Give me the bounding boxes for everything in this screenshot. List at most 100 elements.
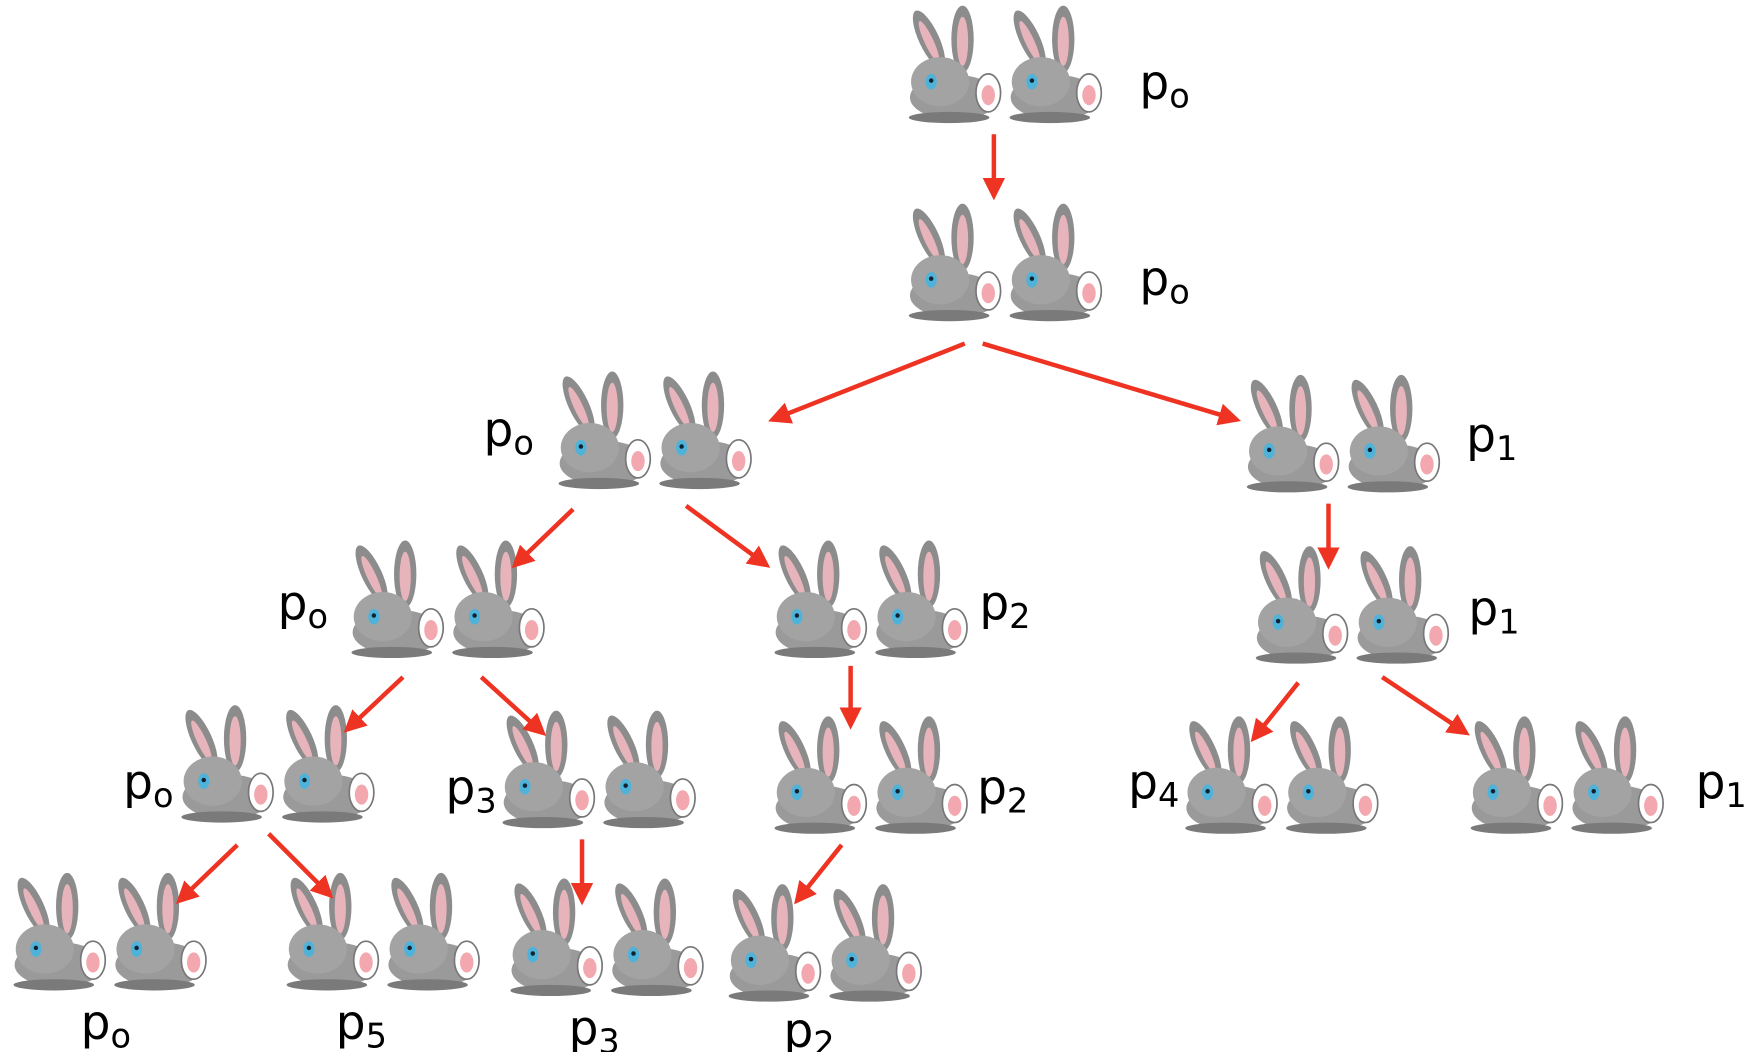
node-label: p2 — [977, 761, 1028, 821]
label-sub: 1 — [1725, 776, 1746, 815]
rabbit — [506, 879, 607, 1000]
label-sub: 1 — [1496, 429, 1517, 468]
label-base: p — [484, 402, 514, 457]
rabbit — [1466, 716, 1567, 837]
label-base: p — [783, 1003, 813, 1052]
rabbit-pair — [506, 879, 707, 1000]
node-label: po — [1139, 55, 1189, 115]
rabbit — [904, 6, 1005, 127]
label-sub: 2 — [813, 1024, 834, 1052]
rabbit — [770, 541, 871, 662]
label-base: p — [1128, 755, 1158, 810]
node-label: p2 — [783, 1003, 834, 1052]
rabbit — [871, 716, 972, 837]
rabbit-pair — [1466, 716, 1667, 837]
label-sub: 4 — [1158, 776, 1179, 815]
label-base: p — [977, 761, 1007, 816]
node-label: p2 — [979, 576, 1030, 636]
node-label: p3 — [445, 761, 496, 821]
node-label: po — [1139, 251, 1189, 311]
label-base: p — [979, 576, 1009, 631]
label-sub: 1 — [1498, 602, 1519, 641]
label-sub: 5 — [366, 1017, 387, 1052]
rabbit — [1343, 375, 1444, 496]
label-sub: o — [1169, 76, 1190, 115]
rabbit — [177, 705, 278, 826]
rabbit — [770, 716, 871, 837]
label-base: p — [278, 576, 308, 631]
rabbit-pair — [347, 541, 548, 662]
label-base: p — [445, 761, 475, 816]
node-label: p1 — [1466, 408, 1517, 468]
rabbit — [904, 204, 1005, 325]
rabbit — [871, 541, 972, 662]
node-label: po — [81, 996, 131, 1052]
rabbit — [9, 873, 110, 994]
node-label: p5 — [336, 996, 387, 1052]
rabbit-pair — [498, 711, 699, 832]
rabbit-pair — [554, 372, 755, 493]
rabbit — [825, 884, 926, 1005]
rabbit — [599, 711, 700, 832]
rabbit — [1005, 204, 1106, 325]
rabbit — [282, 873, 383, 994]
label-base: p — [81, 996, 111, 1051]
arrow — [686, 506, 767, 565]
rabbit — [655, 372, 756, 493]
node-label: po — [123, 755, 173, 815]
rabbit-pair — [904, 204, 1105, 325]
rabbit — [1181, 716, 1282, 837]
rabbit-pair — [724, 884, 925, 1005]
rabbit-pair — [9, 873, 210, 994]
label-sub: o — [307, 597, 328, 636]
rabbit — [1567, 716, 1668, 837]
rabbit — [498, 711, 599, 832]
rabbit-pair — [177, 705, 378, 826]
label-sub: 3 — [475, 782, 496, 821]
label-base: p — [336, 996, 366, 1051]
label-base: p — [1466, 408, 1496, 463]
rabbit — [278, 705, 379, 826]
rabbit — [1251, 546, 1352, 667]
node-label: p1 — [1696, 755, 1746, 815]
node-label: p4 — [1128, 755, 1179, 815]
rabbit-tree: popopop1pop2p1pop3p2p4p1pop5p3p2 — [0, 0, 1746, 1052]
rabbit — [383, 873, 484, 994]
node-label: po — [278, 576, 328, 636]
rabbit-pair — [282, 873, 483, 994]
label-sub: o — [153, 776, 174, 815]
label-base: p — [569, 1001, 599, 1052]
label-sub: o — [110, 1017, 131, 1052]
rabbit-pair — [770, 716, 971, 837]
rabbit-pair — [1181, 716, 1382, 837]
rabbit-pair — [904, 6, 1105, 127]
rabbit — [607, 879, 708, 1000]
arrow — [772, 344, 964, 420]
label-base: p — [1696, 755, 1726, 810]
label-sub: 2 — [1007, 782, 1028, 821]
node-label: p3 — [569, 1001, 620, 1052]
rabbit — [1005, 6, 1106, 127]
page: popopop1pop2p1pop3p2p4p1pop5p3p2 (() => … — [0, 0, 1746, 1052]
rabbit — [347, 541, 448, 662]
rabbit — [724, 884, 825, 1005]
rabbit — [1281, 716, 1382, 837]
arrow — [983, 344, 1237, 420]
label-sub: o — [513, 423, 534, 462]
label-sub: 2 — [1009, 597, 1030, 636]
arrow — [1382, 677, 1466, 733]
rabbit — [554, 372, 655, 493]
rabbit-pair — [1251, 546, 1452, 667]
node-label: p1 — [1468, 581, 1519, 641]
label-base: p — [1468, 581, 1498, 636]
rabbit — [110, 873, 211, 994]
rabbit — [448, 541, 549, 662]
label-base: p — [1139, 251, 1169, 306]
label-base: p — [123, 755, 153, 810]
rabbit-pair — [770, 541, 971, 662]
rabbit — [1352, 546, 1453, 667]
label-sub: o — [1169, 272, 1190, 311]
rabbit — [1242, 375, 1343, 496]
label-base: p — [1139, 55, 1169, 110]
rabbit-pair — [1242, 375, 1443, 496]
